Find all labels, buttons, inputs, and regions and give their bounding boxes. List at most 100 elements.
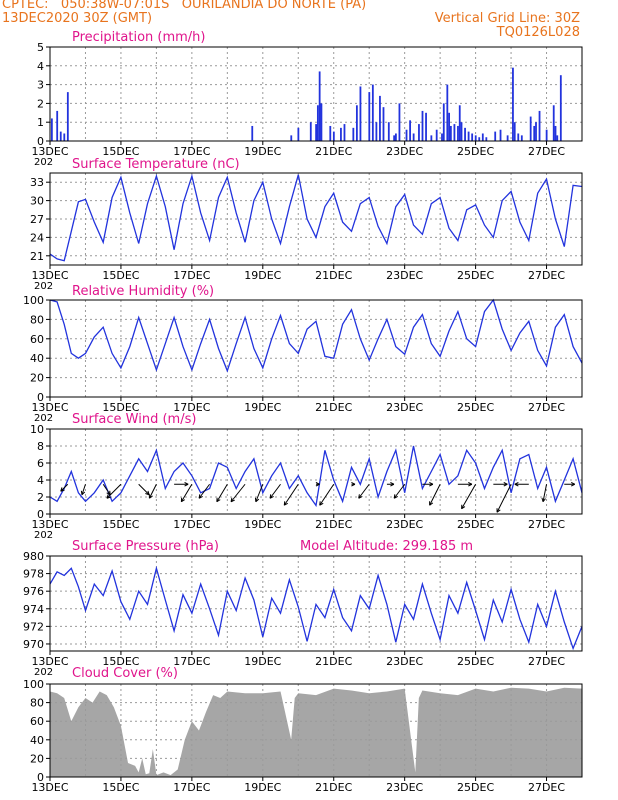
panel1-bar [471,133,474,141]
panel4-wind-arrowhead [269,494,274,499]
panel1-bar [418,124,420,141]
panel4-wind-vector [461,484,477,509]
panel4-ytick-label: 4 [37,474,44,487]
panel4-wind-vector [148,484,157,499]
panel2-xtick-label: 27DEC [528,269,565,282]
panel1-bar [332,131,335,141]
panel3-ytick-label: 40 [30,352,44,365]
panel4-wind-arrowhead [283,501,288,506]
panel6-ytick-label: 40 [30,734,44,747]
panel4-wind-arrowhead [216,497,221,503]
panel1-bar [435,129,438,141]
panel4-wind-arrowhead [145,490,150,496]
panel5-frame [49,555,583,652]
panel4-wind-vector [102,483,111,496]
panel6-cloud-area [50,687,582,777]
panel6-xtick-label: 17DEC [173,781,210,794]
panel1-xtick-label: 27DEC [528,145,565,158]
panel1-bar [290,135,293,141]
panel3-ytick-label: 60 [30,333,44,346]
panel1-bar [409,120,411,141]
panel2-series-line [49,173,583,262]
panel4-wind-vector [255,484,264,502]
panel6-xtick-label: 15DEC [102,781,139,794]
panel4-wind-vector [496,484,512,513]
panel4-xtick-label: 21DEC [315,518,352,531]
panel1-bar [425,112,427,141]
panel1-ytick-label: 2 [37,97,44,110]
panel4-wind-vector [198,483,211,499]
panel4-wind-vector [393,483,406,499]
panel1-bar [63,133,66,141]
panel1-xtick-label: 23DEC [386,145,423,158]
panel2-ytick-label: 33 [30,176,44,189]
panel4-wind-arrowhead [429,501,434,506]
panel6-ytick-label: 100 [23,678,44,691]
panel2-xtick-label: 17DEC [173,269,210,282]
panel1-bar [460,122,463,141]
panel1-bar [535,122,537,141]
panel3-xtick-label: 17DEC [173,401,210,414]
panel4-ytick-label: 2 [37,491,44,504]
panel3-xtick-label: 27DEC [528,401,565,414]
panel1-ytick-label: 0 [37,135,44,148]
panel4-wind-arrowhead [230,497,235,503]
panel3-xtick-label: 19DEC [244,401,281,414]
panel6-xtick-label: 27DEC [528,781,565,794]
panel4-wind-vector [358,483,370,499]
panel5-ytick-label: 974 [23,603,44,616]
panel1-xtick-label: 13DEC [31,145,68,158]
panel3-xtick-label: 25DEC [457,401,494,414]
panel4-wind-arrowhead [80,490,86,496]
panel1-title: Precipitation (mm/h) [72,30,205,45]
panel1-bar [529,116,532,141]
panel1-frame [49,46,583,142]
panel5-ytick-label: 978 [23,568,44,581]
panel3-xtick-label: 23DEC [386,401,423,414]
panel1-ytick-label: 4 [37,60,44,73]
panel5-ytick-label: 972 [23,620,44,633]
panel1-bar [379,95,381,141]
panel2-frame [49,172,583,266]
panel4-wind-arrowhead [496,508,501,513]
panel4-xtick-label: 23DEC [386,518,423,531]
panel1-bar [441,133,443,141]
panel1-bar [297,127,300,141]
panel3-title: Relative Humidity (%) [72,284,214,299]
panel1-year-label: 202 [34,157,53,168]
panel1-bar [371,84,374,141]
panel2-xtick-label: 23DEC [386,269,423,282]
panel4-wind-arrowhead [60,487,65,492]
panel1-bar [343,124,346,141]
panel1-bar [485,137,488,141]
panel4-wind-vector [216,483,228,503]
panel1-bar [251,125,254,141]
panel1-ytick-label: 1 [37,116,44,129]
panel4-wind-arrowhead [106,494,111,499]
panel1-xtick-label: 17DEC [173,145,210,158]
panel4-wind-arrowhead [468,481,473,487]
panel1-bar [430,135,433,141]
panel2-ytick-label: 30 [30,195,44,208]
panel1-bar [442,103,445,141]
panel4-wind-vector [180,483,193,503]
panel1-bar [533,125,536,141]
header-model: TQ0126L028 [496,25,580,40]
panel5-xtick-label: 19DEC [244,655,281,668]
panel5-xtick-label: 15DEC [102,655,139,668]
panel4-wind-vector [283,483,299,506]
panel4-wind-arrowhead [198,494,203,499]
panel4-xtick-label: 15DEC [102,518,139,531]
panel1-bar [316,105,319,141]
panel1-bar [552,105,555,141]
panel4-wind-vector [60,483,69,492]
panel1-bar [538,110,541,141]
panel4-wind-vector [81,484,86,495]
panel5-ytick-label: 976 [23,585,44,598]
panel3-xtick-label: 13DEC [31,401,68,414]
panel1-bar [467,131,470,141]
panel4-xtick-label: 19DEC [244,518,281,531]
panel1-bar [56,110,59,141]
panel3-ytick-label: 0 [37,391,44,404]
panel6-ytick-label: 20 [30,752,44,765]
